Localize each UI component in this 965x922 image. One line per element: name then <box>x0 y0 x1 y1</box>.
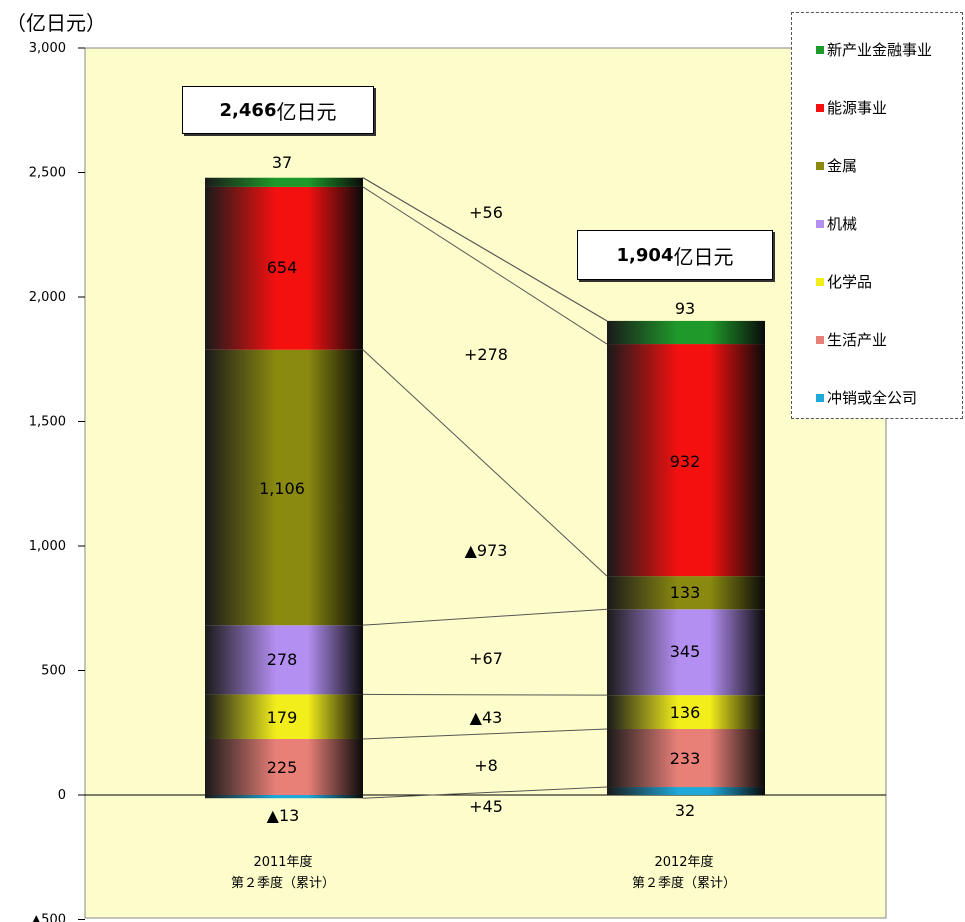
category-label-line2: 第２季度（累计） <box>231 875 335 891</box>
delta-labels: +45 +8 ▲43 +67 ▲973 +278 +56 <box>464 203 508 816</box>
delta-label: ▲43 <box>470 708 503 727</box>
segment-label: 133 <box>670 583 701 602</box>
legend-label: 化学品 <box>827 273 873 291</box>
legend-label: 生活产业 <box>827 331 888 349</box>
bar-segment <box>205 625 363 695</box>
segment-label: 654 <box>267 258 298 277</box>
segment-label: 179 <box>267 708 298 727</box>
bars <box>205 177 765 799</box>
legend-swatch <box>816 393 824 402</box>
segment-label: 32 <box>675 801 695 820</box>
bar-segment <box>205 694 363 739</box>
y-axis: ▲500 0 500 1,000 1,500 2,000 2,500 3,000 <box>29 41 85 922</box>
category-label-line2: 第２季度（累计） <box>632 875 736 891</box>
y-tick-label: 1,000 <box>29 539 66 554</box>
bar-segment <box>205 177 363 187</box>
legend-item: 能源事业 <box>816 97 887 118</box>
legend-item: 新产业金融事业 <box>816 39 932 60</box>
category-label-line1: 2011年度 <box>253 854 312 870</box>
bar-segment <box>607 320 765 345</box>
y-tick-label: ▲500 <box>31 913 66 922</box>
legend-swatch <box>816 161 824 170</box>
bar-segment <box>607 609 765 696</box>
segment-label: 278 <box>267 650 298 669</box>
segment-label: 233 <box>670 749 701 768</box>
connector-line <box>362 693 608 696</box>
delta-label: +8 <box>474 756 498 775</box>
connector-line <box>362 786 608 799</box>
legend-swatch <box>816 335 824 344</box>
y-tick-label: 2,000 <box>29 290 66 305</box>
total-unit: 亿日元 <box>673 244 734 269</box>
legend-item: 冲销或全公司 <box>816 387 917 408</box>
legend-swatch <box>816 45 824 54</box>
segment-label: ▲13 <box>267 806 300 825</box>
legend: 新产业金融事业 能源事业金属机械化学品生活产业冲销或全公司 <box>791 12 963 419</box>
legend-item: 生活产业 <box>816 329 887 350</box>
y-tick-label: 0 <box>58 788 66 803</box>
legend-item: 金属 <box>816 155 857 176</box>
connector-line <box>362 608 608 626</box>
y-tick-label: 3,000 <box>29 41 66 56</box>
legend-item: 机械 <box>816 213 857 234</box>
category-label-line1: 2012年度 <box>654 854 713 870</box>
y-tick-label: 1,500 <box>29 415 66 430</box>
bar-segment <box>205 349 363 626</box>
legend-swatch <box>816 219 824 228</box>
unit-label: （亿日元） <box>6 11 106 35</box>
segment-label: 225 <box>267 758 298 777</box>
legend-label: 冲销或全公司 <box>827 389 918 407</box>
connector-line <box>362 728 608 740</box>
legend-swatch <box>816 103 824 112</box>
bar-segment <box>205 738 363 795</box>
segment-label: 932 <box>670 452 701 471</box>
segment-label: 345 <box>670 642 701 661</box>
legend-label: 金属 <box>827 157 858 175</box>
segment-label: 93 <box>675 299 695 318</box>
total-value: 2,466 <box>219 99 277 121</box>
connector-lines <box>362 177 608 799</box>
total-value: 1,904 <box>616 244 674 266</box>
delta-label: +45 <box>469 797 503 816</box>
delta-label: +56 <box>469 203 503 222</box>
total-box-2011: 2,466 亿日元 <box>182 86 374 134</box>
bar-segment <box>607 344 765 577</box>
legend-label: 能源事业 <box>827 99 888 117</box>
y-tick-label: 2,500 <box>29 166 66 181</box>
segment-label: 136 <box>670 703 701 722</box>
connector-line <box>362 349 608 577</box>
legend-label: 新产业金融事业 <box>827 41 933 59</box>
delta-label: ▲973 <box>465 541 508 560</box>
segment-labels: ▲13 225 179 278 1,106 654 37 32 233 136 345 133 932 9… <box>259 153 700 825</box>
total-unit: 亿日元 <box>276 99 337 124</box>
legend-swatch <box>816 277 824 286</box>
bar-segment <box>205 186 363 350</box>
bar-segment <box>607 576 765 610</box>
bar-segment <box>205 795 363 799</box>
delta-label: +67 <box>469 649 503 668</box>
y-tick-label: 500 <box>41 664 66 679</box>
bar-segment <box>607 695 765 730</box>
connector-line <box>362 177 608 322</box>
bar-segment <box>607 787 765 795</box>
segment-label: 1,106 <box>259 479 305 498</box>
legend-item: 化学品 <box>816 271 872 292</box>
segment-label: 37 <box>272 153 292 172</box>
bar-segment <box>607 729 765 788</box>
total-box-2012: 1,904 亿日元 <box>577 230 773 280</box>
delta-label: +278 <box>464 345 508 364</box>
connector-line <box>362 186 608 345</box>
legend-label: 机械 <box>827 215 858 233</box>
